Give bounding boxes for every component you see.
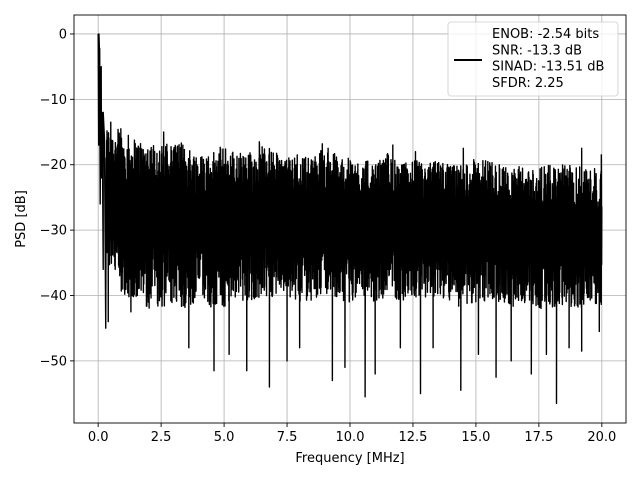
x-tick-label: 10.0 xyxy=(336,430,365,445)
x-tick-label: 17.5 xyxy=(524,430,553,445)
x-tick-label: 0.0 xyxy=(88,430,109,445)
x-tick-label: 15.0 xyxy=(461,430,490,445)
legend-entry-enob: ENOB: -2.54 bits xyxy=(492,27,599,42)
legend-entry-snr: SNR: -13.3 dB xyxy=(492,43,582,58)
x-axis-label: Frequency [MHz] xyxy=(295,451,404,466)
psd-line xyxy=(97,33,603,405)
data-series xyxy=(97,33,603,405)
x-axis-ticks: 0.0 2.5 5.0 7.5 10.0 12.5 15.0 17.5 20.0 xyxy=(88,423,616,445)
x-tick-label: 7.5 xyxy=(277,430,298,445)
legend: ENOB: -2.54 bits SNR: -13.3 dB SINAD: -1… xyxy=(447,21,619,97)
legend-entry-sinad: SINAD: -13.51 dB xyxy=(492,60,604,75)
x-tick-label: 12.5 xyxy=(398,430,427,445)
y-tick-label: −30 xyxy=(40,224,67,239)
y-axis-ticks: 0 −10 −20 −30 −40 −50 xyxy=(40,27,74,369)
y-axis-label: PSD [dB] xyxy=(14,190,29,248)
y-tick-label: 0 xyxy=(59,27,67,42)
y-tick-label: −50 xyxy=(40,354,67,369)
x-tick-label: 20.0 xyxy=(587,430,616,445)
legend-entry-sfdr: SFDR: 2.25 xyxy=(492,76,564,91)
x-tick-label: 5.0 xyxy=(214,430,235,445)
legend-box xyxy=(447,21,619,97)
y-tick-label: −40 xyxy=(40,289,67,304)
y-tick-label: −20 xyxy=(40,158,67,173)
x-tick-label: 2.5 xyxy=(151,430,172,445)
y-tick-label: −10 xyxy=(40,93,67,108)
